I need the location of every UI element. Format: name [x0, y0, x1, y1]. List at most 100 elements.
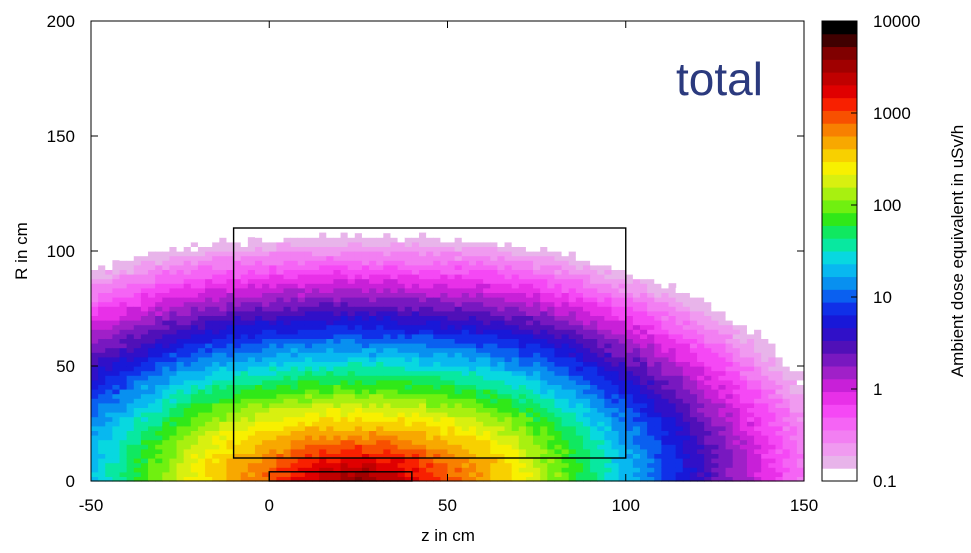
heatmap-cell — [690, 467, 698, 472]
heatmap-cell — [440, 288, 448, 293]
heatmap-cell — [597, 394, 605, 399]
heatmap-cell — [754, 407, 762, 412]
heatmap-cell — [333, 375, 341, 380]
heatmap-cell — [405, 251, 413, 256]
heatmap-cell — [526, 458, 534, 463]
heatmap-cell — [654, 288, 662, 293]
heatmap-cell — [426, 463, 434, 468]
heatmap-cell — [419, 440, 427, 445]
heatmap-cell — [490, 283, 498, 288]
heatmap-cell — [526, 306, 534, 311]
heatmap-cell — [611, 306, 619, 311]
heatmap-cell — [405, 352, 413, 357]
heatmap-cell — [326, 430, 334, 435]
heatmap-cell — [669, 302, 677, 307]
heatmap-cell — [376, 458, 384, 463]
heatmap-cell — [405, 237, 413, 242]
heatmap-cell — [697, 463, 705, 468]
heatmap-cell — [747, 352, 755, 357]
heatmap-cell — [462, 472, 470, 477]
heatmap-cell — [547, 334, 555, 339]
heatmap-cell — [462, 302, 470, 307]
heatmap-cell — [540, 283, 548, 288]
heatmap-cell — [305, 430, 313, 435]
heatmap-cell — [590, 371, 598, 376]
heatmap-cell — [291, 315, 299, 320]
heatmap-cell — [533, 357, 541, 362]
heatmap-cell — [590, 426, 598, 431]
heatmap-cell — [398, 343, 406, 348]
heatmap-cell — [341, 472, 349, 477]
heatmap-cell — [184, 297, 192, 302]
heatmap-cell — [376, 366, 384, 371]
heatmap-cell — [604, 265, 612, 270]
heatmap-cell — [348, 228, 356, 233]
heatmap-cell — [661, 311, 669, 316]
heatmap-cell — [455, 292, 463, 297]
heatmap-cell — [476, 412, 484, 417]
heatmap-cell — [440, 398, 448, 403]
heatmap-cell — [462, 292, 470, 297]
heatmap-cell — [455, 242, 463, 247]
heatmap-cell — [219, 279, 227, 284]
heatmap-cell — [298, 246, 306, 251]
heatmap-cell — [704, 440, 712, 445]
heatmap-cell — [369, 251, 377, 256]
heatmap-cell — [455, 426, 463, 431]
heatmap-cell — [326, 283, 334, 288]
heatmap-cell — [319, 394, 327, 399]
heatmap-cell — [512, 426, 520, 431]
heatmap-cell — [234, 265, 242, 270]
heatmap-cell — [768, 366, 776, 371]
heatmap-cell — [376, 246, 384, 251]
heatmap-cell — [241, 233, 249, 238]
heatmap-cell — [305, 260, 313, 265]
heatmap-cell — [241, 260, 249, 265]
heatmap-cell — [590, 366, 598, 371]
heatmap-cell — [255, 237, 263, 242]
heatmap-cell — [490, 366, 498, 371]
heatmap-cell — [169, 421, 177, 426]
heatmap-cell — [248, 315, 256, 320]
heatmap-cell — [262, 357, 270, 362]
heatmap-cell — [169, 357, 177, 362]
heatmap-cell — [191, 417, 199, 422]
heatmap-cell — [112, 389, 120, 394]
heatmap-cell — [191, 274, 199, 279]
heatmap-cell — [383, 311, 391, 316]
heatmap-cell — [433, 338, 441, 343]
heatmap-cell — [127, 251, 135, 256]
heatmap-cell — [141, 274, 149, 279]
heatmap-cell — [105, 389, 113, 394]
heatmap-cell — [505, 440, 513, 445]
heatmap-cell — [661, 306, 669, 311]
heatmap-cell — [747, 458, 755, 463]
heatmap-cell — [348, 380, 356, 385]
heatmap-cell — [469, 320, 477, 325]
heatmap-cell — [219, 302, 227, 307]
heatmap-cell — [526, 444, 534, 449]
heatmap-cell — [683, 292, 691, 297]
heatmap-cell — [191, 288, 199, 293]
heatmap-cell — [341, 430, 349, 435]
heatmap-cell — [319, 463, 327, 468]
heatmap-cell — [469, 260, 477, 265]
heatmap-cell — [711, 453, 719, 458]
heatmap-cell — [412, 297, 420, 302]
heatmap-cell — [540, 380, 548, 385]
heatmap-cell — [291, 463, 299, 468]
heatmap-cell — [505, 320, 513, 325]
heatmap-cell — [148, 302, 156, 307]
heatmap-cell — [519, 412, 527, 417]
heatmap-cell — [412, 398, 420, 403]
heatmap-cell — [383, 256, 391, 261]
heatmap-cell — [291, 417, 299, 422]
heatmap-cell — [98, 325, 106, 330]
heatmap-cell — [91, 352, 99, 357]
heatmap-cell — [690, 449, 698, 454]
heatmap-cell — [626, 394, 634, 399]
heatmap-cell — [547, 394, 555, 399]
heatmap-cell — [198, 329, 206, 334]
heatmap-cell — [683, 325, 691, 330]
heatmap-cell — [519, 348, 527, 353]
